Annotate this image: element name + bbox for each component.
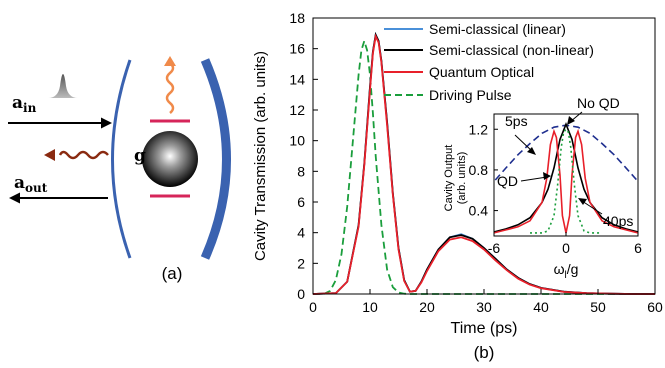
x-tick-label: 50 [590, 299, 606, 315]
panel-a-label: (a) [162, 264, 183, 283]
emitted-photon-wave [165, 62, 175, 114]
input-pulse-shape [48, 74, 78, 98]
inset-y-tick-label: 1.2 [469, 121, 489, 137]
inset-y-tick-label: 0.4 [469, 203, 489, 219]
scattered-photon-wave [58, 150, 109, 160]
cavity-schematic: g ain aout (a) [8, 56, 231, 283]
legend-label-drive: Driving Pulse [429, 87, 512, 103]
y-tick-label: 12 [289, 102, 305, 118]
x-tick-label: 0 [309, 299, 317, 315]
annotation-5ps: 5ps [505, 113, 528, 129]
annotation-no-qd-arrowhead [567, 116, 575, 125]
x-tick-label: 20 [419, 299, 435, 315]
inset-line-no-qd [494, 122, 638, 233]
panel-b-label: (b) [474, 343, 495, 362]
legend-label-linear: Semi-classical (linear) [429, 21, 566, 37]
inset-line-40ps [530, 128, 602, 234]
x-tick-label: 30 [476, 299, 492, 315]
y-tick-label: 0 [297, 286, 305, 302]
coupling-label: g [134, 146, 146, 166]
input-arrowhead [101, 117, 112, 129]
inset-x-tick-label: 6 [634, 240, 642, 256]
inset-chart: -6 0 6 0.4 0.8 1.2 ωl/g Cavity Output (arb. u… [443, 95, 642, 281]
annotation-40ps-pointer [581, 200, 603, 215]
annotation-no-qd: No QD [577, 95, 620, 111]
annotation-qd: QD [497, 173, 518, 189]
main-x-axis-label: Time (ps) [451, 320, 518, 337]
inset-y-axis-label-line1: Cavity Output [443, 145, 455, 212]
inset-x-axis-label: ωl/g [554, 261, 579, 281]
series-line-quantum [312, 33, 655, 295]
right-mirror [200, 58, 231, 260]
annotation-40ps: 40ps [603, 213, 633, 229]
scattered-photon-arrowhead [44, 149, 55, 161]
y-tick-label: 4 [297, 225, 305, 241]
y-tick-label: 8 [297, 163, 305, 179]
y-tick-label: 2 [297, 255, 305, 271]
inset-background [494, 114, 638, 236]
quantum-dot-sphere [142, 131, 198, 187]
legend: Semi-classical (linear) Semi-classical (… [384, 21, 594, 103]
main-y-axis-label: Cavity Transmission (arb. units) [252, 51, 269, 261]
x-tick-label: 40 [533, 299, 549, 315]
inset-y-tick-label: 0.8 [469, 162, 489, 178]
inset-y-axis-label-line2: (arb. units) [456, 152, 468, 205]
y-tick-label: 16 [289, 41, 305, 57]
legend-label-quantum: Quantum Optical [429, 64, 534, 80]
a-out-label: aout [14, 173, 48, 195]
inset-x-tick-label: 0 [562, 240, 570, 256]
annotation-40ps-arrowhead [578, 198, 587, 205]
y-tick-label: 18 [289, 10, 305, 26]
y-tick-label: 6 [297, 194, 305, 210]
y-tick-label: 10 [289, 133, 305, 149]
a-in-label: ain [12, 93, 37, 115]
emitted-photon-arrowhead [164, 56, 176, 66]
series-line-drive [312, 37, 655, 295]
left-mirror [111, 59, 132, 259]
output-arrowhead [9, 192, 20, 204]
annotation-qd-pointer [520, 176, 548, 182]
x-tick-label: 60 [647, 299, 663, 315]
y-tick-label: 14 [289, 71, 305, 87]
inset-x-tick-label: -6 [488, 240, 501, 256]
legend-label-nonlinear: Semi-classical (non-linear) [429, 42, 594, 58]
annotation-qd-arrowhead [543, 172, 551, 180]
x-tick-label: 10 [362, 299, 378, 315]
annotation-5ps-arrowhead [527, 147, 536, 155]
